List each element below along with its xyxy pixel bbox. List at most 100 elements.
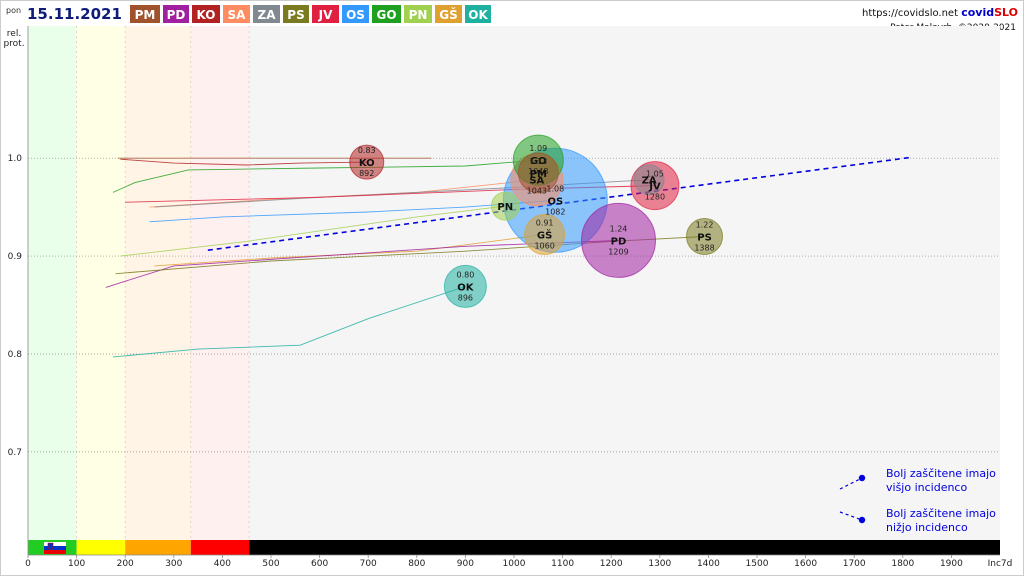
region-chip-label: GŠ — [439, 7, 458, 22]
bubble-code-label: PS — [697, 232, 712, 243]
bubble-pn — [490, 191, 520, 221]
bubble-ratio-label: 1.08 — [546, 184, 564, 193]
bubble-inc-label: 1048 — [528, 167, 548, 176]
region-chip-gš: GŠ — [435, 5, 462, 23]
y-tick-label: 0.9 — [8, 252, 23, 262]
x-tick-label: 900 — [457, 559, 474, 569]
flag-stripe — [44, 546, 66, 550]
region-chip-label: OK — [468, 8, 488, 22]
source-url: https://covidslo.net covidSLO — [862, 6, 1018, 19]
color-scale-bar — [125, 540, 191, 555]
bubble-gš — [524, 214, 566, 256]
bubble-ratio-label: 0.80 — [456, 270, 474, 279]
legend-lower-dot — [858, 516, 866, 524]
bubble-za — [633, 164, 665, 196]
trail-pd — [105, 239, 619, 288]
bubble-code-label: GO — [530, 156, 547, 167]
bubble-ratio-label: 1.22 — [696, 220, 714, 229]
flag-stripe — [44, 542, 66, 546]
x-tick-label: 300 — [165, 559, 182, 569]
legend-upper-text: Bolj zaščitene imajo — [886, 467, 996, 480]
bubble-inc-label: 1060 — [534, 242, 554, 251]
region-chip-bg — [253, 5, 280, 23]
x-tick-label: 500 — [262, 559, 279, 569]
bubble-pd — [580, 202, 656, 278]
bubble-inc-label: 896 — [458, 293, 473, 302]
region-chip-za: ZA — [253, 5, 280, 23]
x-tick-label: 1300 — [648, 559, 671, 569]
region-chip-go: GO — [372, 5, 401, 23]
x-tick-label: 100 — [68, 559, 85, 569]
x-tick-label: 700 — [360, 559, 377, 569]
background-band — [190, 26, 250, 540]
y-axis-label: rel. — [7, 29, 21, 39]
bubble-code-label: OK — [457, 282, 475, 293]
region-chip-jv: JV — [312, 5, 339, 23]
bubble-inc-label: 1280 — [645, 193, 665, 202]
bubble-ratio-label: 0.83 — [358, 146, 376, 155]
bubble-ratio-label: 0.91 — [536, 219, 554, 228]
slovenia-flag-icon — [44, 542, 66, 554]
flag-shield — [47, 542, 54, 551]
trail-pn — [120, 205, 506, 257]
region-chip-os: OS — [342, 5, 369, 23]
bubble-ratio-label: 1.05 — [646, 170, 664, 179]
x-tick-label: 1500 — [746, 559, 769, 569]
region-chip-bg — [163, 5, 189, 23]
region-chip-bg — [342, 5, 369, 23]
bubble-ko — [349, 144, 385, 180]
region-chip-label: JV — [318, 8, 333, 22]
region-chip-bg — [283, 5, 309, 23]
bubble-code-label: GŠ — [537, 229, 552, 242]
region-chip-sa: SA — [223, 5, 250, 23]
region-chip-label: KO — [197, 8, 216, 22]
color-scale-bar — [76, 540, 126, 555]
bubble-ratio-label: 1.13 — [529, 157, 547, 166]
region-chip-bg — [435, 5, 462, 23]
x-tick-label: 1200 — [600, 559, 623, 569]
day-label: pon — [6, 6, 21, 15]
legend-lower-text: Bolj zaščitene imajo — [886, 507, 996, 520]
x-tick-label: 1600 — [794, 559, 817, 569]
region-chip-label: PS — [287, 8, 304, 22]
region-chip-bg — [223, 5, 250, 23]
bubble-code-label: PD — [611, 236, 627, 247]
flag-stripe — [44, 550, 66, 554]
y-axis-label: prot. — [3, 39, 24, 49]
y-tick-label: 0.7 — [8, 448, 22, 458]
x-tick-label: 600 — [311, 559, 328, 569]
y-tick-label: 0.8 — [8, 350, 23, 360]
region-chip-bg — [372, 5, 401, 23]
region-chip-pm: PM — [130, 5, 160, 23]
bubble-ratio-label: 1.09 — [529, 144, 547, 153]
region-chip-label: PM — [135, 8, 156, 22]
legend-lower-text: nižjo incidenco — [886, 521, 968, 534]
trail-ko — [120, 158, 367, 166]
x-tick-label: 1800 — [891, 559, 914, 569]
bubble-inc-label: 892 — [359, 169, 374, 178]
bubble-pm — [517, 152, 559, 194]
background-band — [125, 26, 191, 540]
x-tick-label: 0 — [25, 559, 31, 569]
region-chip-label: PD — [167, 8, 186, 22]
region-chip-ok: OK — [465, 5, 491, 23]
legend-upper-dot — [858, 474, 866, 482]
x-tick-label: 1000 — [503, 559, 526, 569]
x-tick-label: 1400 — [697, 559, 720, 569]
bubble-code-label: JV — [648, 182, 661, 193]
bubble-ratio-label: 1.24 — [610, 224, 628, 233]
region-chip-bg — [192, 5, 220, 23]
bubble-code-label: ZA — [642, 176, 657, 187]
x-tick-label: 800 — [408, 559, 425, 569]
region-chip-ko: KO — [192, 5, 220, 23]
color-scale-bar — [190, 540, 250, 555]
bubble-code-label: SA — [529, 176, 544, 187]
region-chip-pn: PN — [404, 5, 432, 23]
region-chip-label: GO — [376, 8, 396, 22]
background-band — [249, 26, 1000, 540]
region-chip-label: SA — [228, 8, 247, 22]
bubble-ok — [443, 264, 487, 308]
background-band — [28, 26, 77, 540]
